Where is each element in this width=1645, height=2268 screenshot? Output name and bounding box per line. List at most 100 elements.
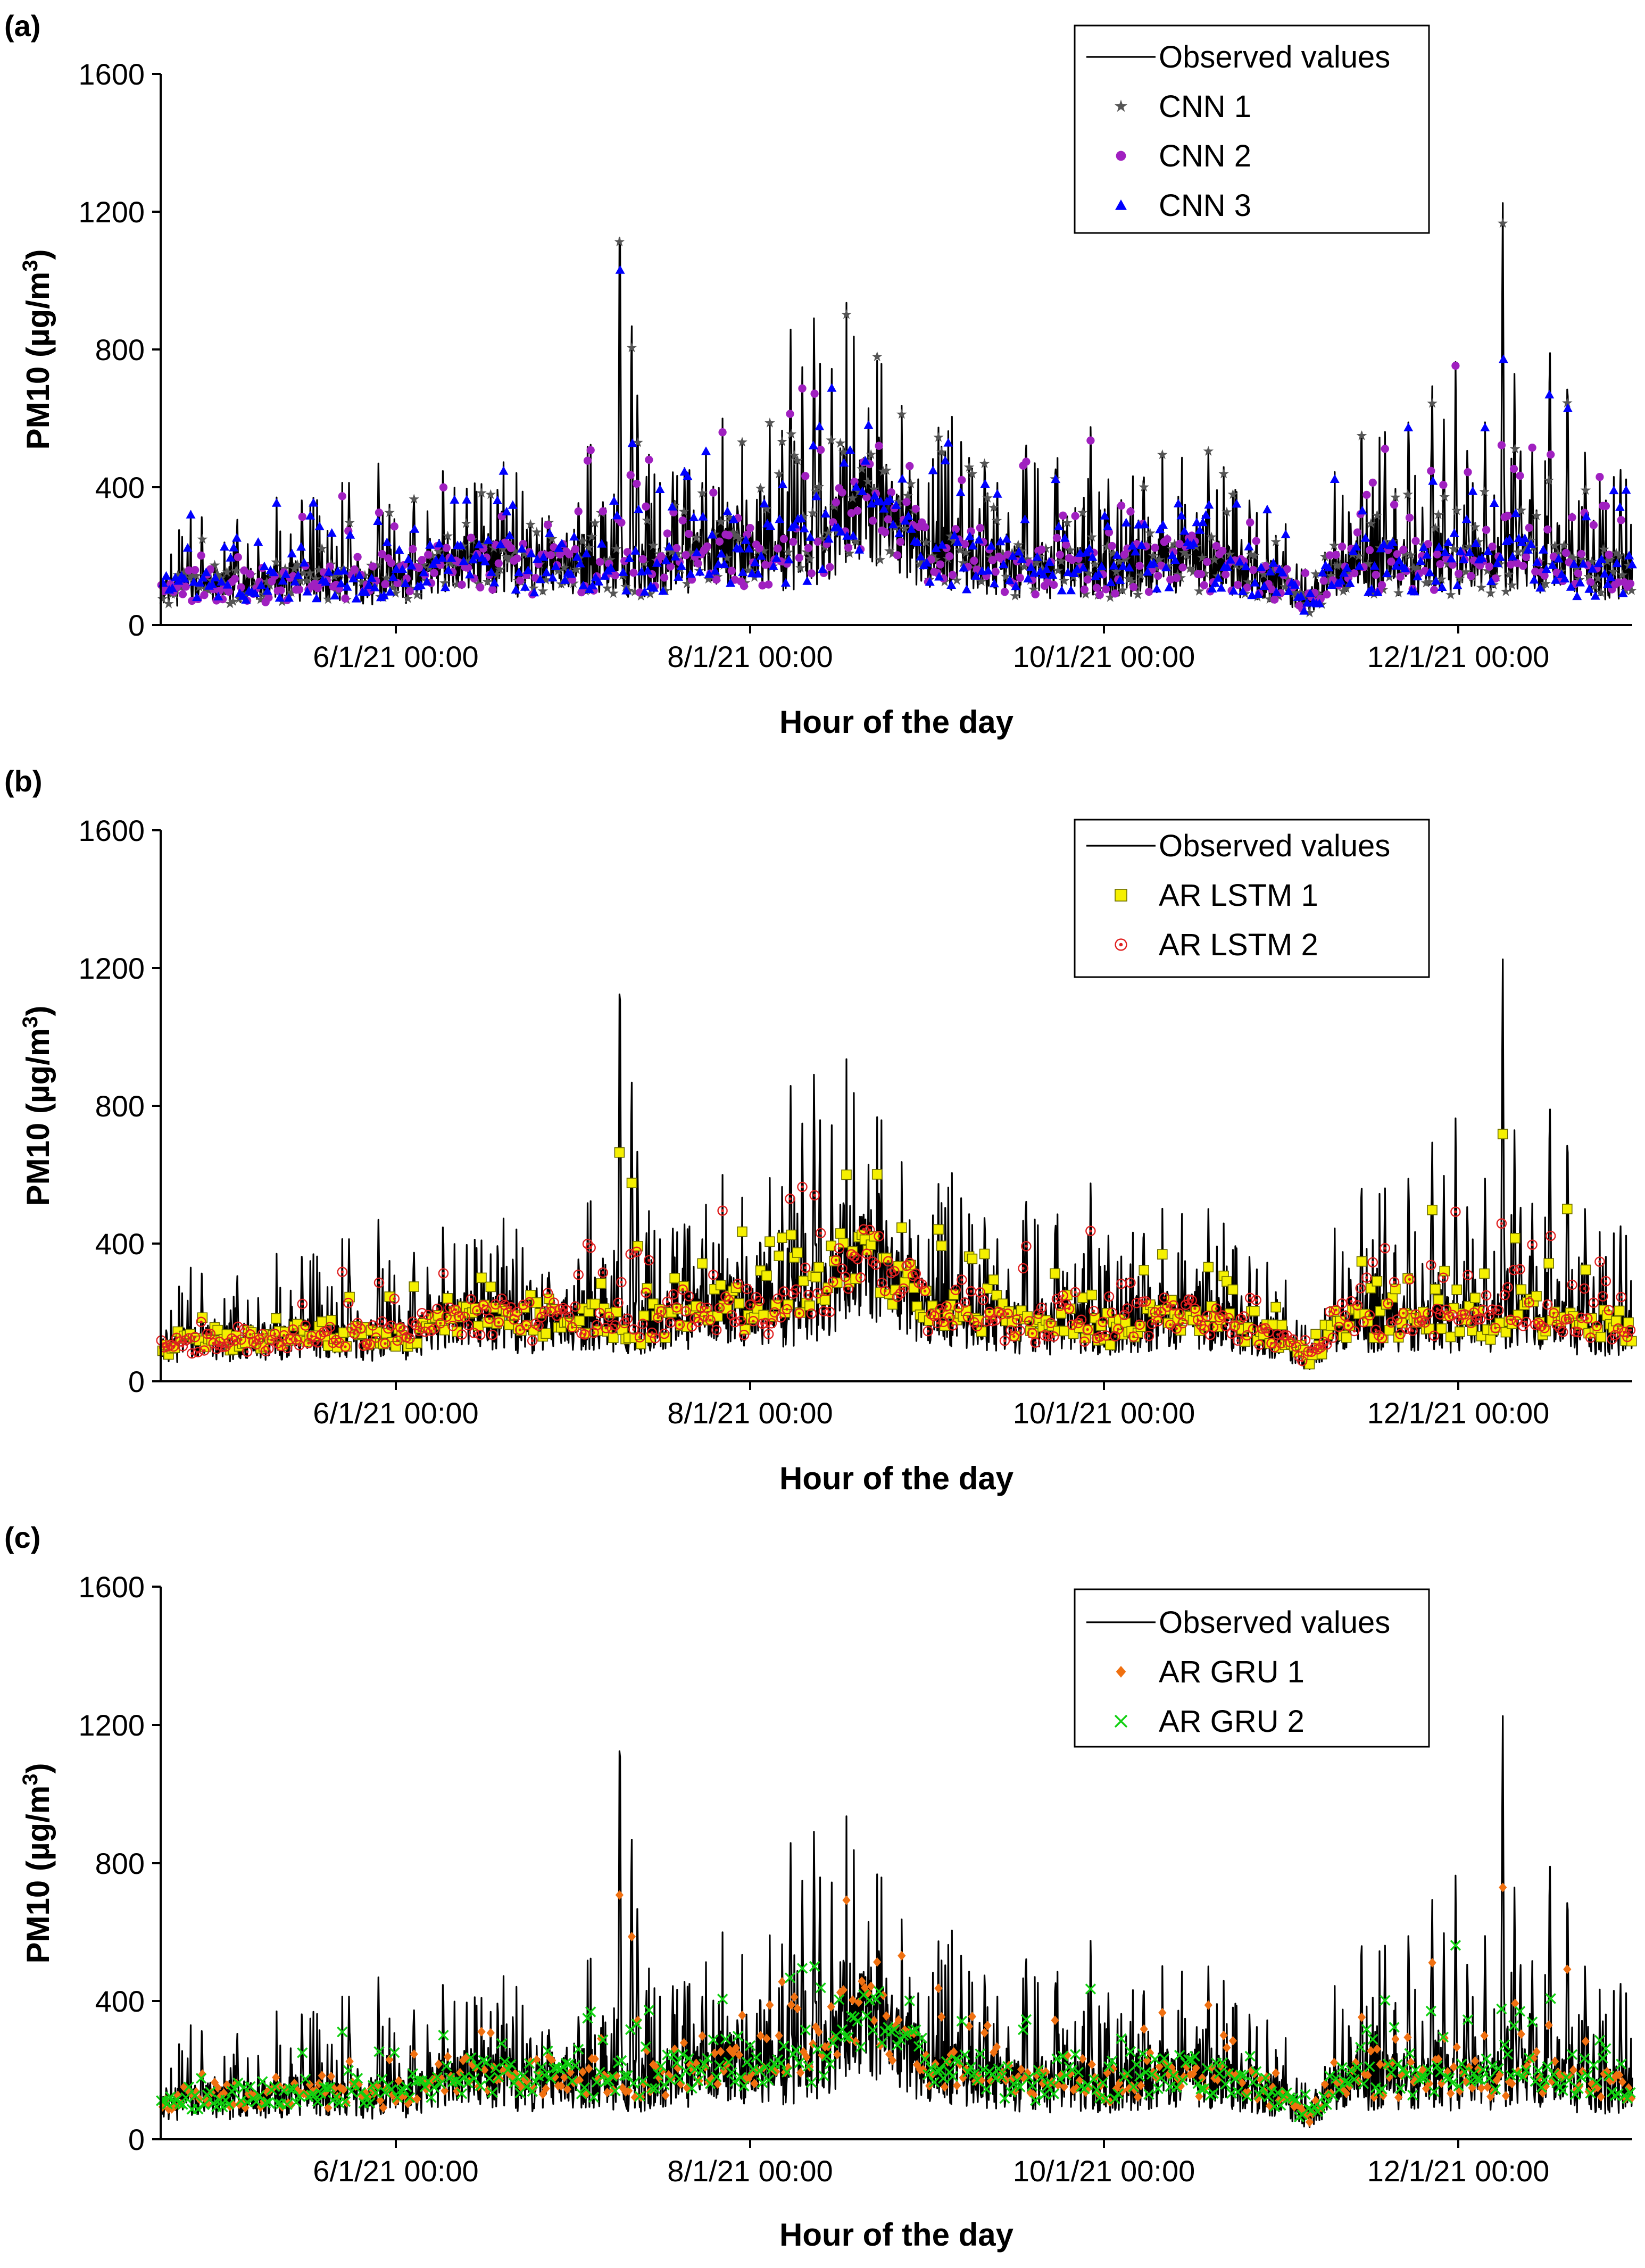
data-point [686,569,696,578]
data-point [561,1305,571,1315]
data-point [1449,2062,1458,2072]
data-point [1287,2092,1299,2104]
data-point [477,2027,486,2037]
data-point [1489,498,1499,507]
data-point [774,1250,784,1261]
observed-series-layer [160,1715,1633,2128]
data-point [511,2069,520,2079]
data-point [1464,468,1472,477]
data-point [618,567,628,576]
data-point [417,1307,427,1319]
data-point [553,565,563,576]
data-point [1446,554,1456,563]
data-point [1265,566,1275,576]
x-tick-label: 10/1/21 00:00 [1013,2154,1195,2188]
data-point [812,2044,824,2055]
data-point [709,488,718,497]
data-point [1053,565,1064,576]
data-point [659,1328,670,1339]
data-point [1145,528,1156,538]
data-point [1204,2000,1212,2010]
data-point [683,2083,691,2093]
data-point [1355,2076,1363,2086]
data-point [860,456,870,465]
data-point [291,1334,302,1345]
data-point [779,535,788,543]
data-point [754,2065,765,2077]
data-point [726,2067,737,2078]
data-point [790,520,800,529]
data-point [1152,2083,1164,2095]
data-point [708,1269,719,1280]
data-point [504,554,514,565]
data-point [379,2087,391,2098]
data-point [1335,560,1345,570]
data-point [680,1306,691,1317]
data-point [1387,557,1395,566]
data-point [762,2033,771,2044]
prediction-series-layer [156,1129,1637,1370]
data-point [1195,2083,1207,2095]
data-point [1338,586,1349,596]
data-point [1299,606,1309,615]
data-point [1419,2072,1431,2083]
data-point [758,545,769,556]
data-point [1475,1314,1485,1325]
data-point [1323,590,1331,599]
data-point [817,533,827,544]
data-point [726,578,736,587]
data-point [1113,1324,1124,1335]
data-point [205,2086,216,2098]
data-point [1613,2088,1624,2099]
data-point [370,2088,378,2098]
data-point [354,570,364,579]
data-point [1476,582,1487,593]
data-point [625,2086,633,2096]
data-point [1455,569,1463,578]
data-point [1317,568,1327,577]
data-point [557,2081,566,2091]
data-point [1612,558,1622,568]
data-point [547,573,558,582]
data-point [1362,558,1373,569]
data-point [232,2077,244,2089]
data-point [793,2004,802,2014]
data-point [1036,1302,1047,1313]
data-point [1122,1303,1133,1314]
data-point [896,1222,907,1233]
data-point [167,583,177,592]
data-point [1403,422,1414,431]
data-point [748,1315,759,1327]
data-point [1458,554,1468,563]
data-point [488,585,497,594]
data-point [876,2037,888,2048]
data-point [1134,2092,1142,2102]
data-point [476,1272,487,1283]
data-point [1508,2020,1519,2031]
data-point [1078,2054,1087,2064]
data-point [1171,1323,1182,1334]
data-point [582,2013,593,2024]
data-point [901,2029,912,2040]
data-point [934,1983,943,1994]
data-point [1249,565,1258,574]
data-point [805,532,815,541]
data-point [998,1298,1008,1309]
data-point [1464,541,1475,552]
data-point [1458,544,1468,554]
data-point [520,582,530,591]
data-point [887,1299,898,1310]
data-point [1246,518,1254,527]
data-point [1166,543,1177,553]
data-point [1253,589,1263,598]
data-point [1095,565,1107,576]
data-point [1324,563,1334,572]
data-point [771,553,782,562]
data-point [1143,2089,1154,2100]
data-point [835,1228,846,1239]
data-point [550,548,561,558]
data-point [364,1339,375,1350]
data-point [899,1277,910,1288]
data-point [725,531,733,540]
data-point [1621,485,1631,494]
